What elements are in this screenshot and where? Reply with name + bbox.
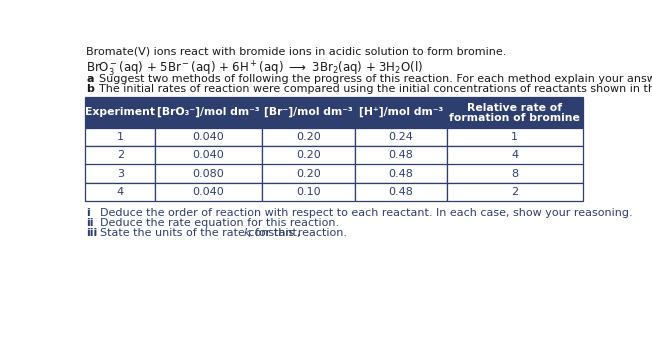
- Text: Deduce the order of reaction with respect to each reactant. In each case, show y: Deduce the order of reaction with respec…: [100, 208, 632, 218]
- Text: 0.48: 0.48: [389, 169, 413, 179]
- Text: 0.48: 0.48: [389, 150, 413, 160]
- Text: [BrO₃⁻]/mol dm⁻³: [BrO₃⁻]/mol dm⁻³: [157, 107, 260, 117]
- Text: [Br⁻]/mol dm⁻³: [Br⁻]/mol dm⁻³: [264, 107, 353, 117]
- Bar: [447, 165, 583, 183]
- Text: k: k: [243, 228, 250, 238]
- Bar: [355, 183, 447, 201]
- Text: 0.48: 0.48: [389, 187, 413, 197]
- Text: ii: ii: [86, 218, 94, 228]
- Bar: [262, 146, 355, 165]
- Text: State the units of the rate constant,: State the units of the rate constant,: [100, 228, 304, 238]
- Text: 0.10: 0.10: [296, 187, 321, 197]
- Text: 0.20: 0.20: [296, 150, 321, 160]
- Text: 0.040: 0.040: [193, 132, 224, 142]
- Bar: [85, 146, 155, 165]
- Text: b: b: [86, 84, 94, 94]
- Text: 2: 2: [117, 150, 124, 160]
- Text: The initial rates of reaction were compared using the initial concentrations of : The initial rates of reaction were compa…: [98, 84, 652, 94]
- Bar: [155, 146, 262, 165]
- Text: 1: 1: [511, 132, 518, 142]
- Text: , for this reaction.: , for this reaction.: [248, 228, 347, 238]
- Text: formation of bromine: formation of bromine: [449, 112, 580, 122]
- Text: 2: 2: [511, 187, 518, 197]
- Text: Deduce the rate equation for this reaction.: Deduce the rate equation for this reacti…: [100, 218, 339, 228]
- Text: 0.040: 0.040: [193, 187, 224, 197]
- Text: 8: 8: [511, 169, 518, 179]
- Text: 4: 4: [117, 187, 124, 197]
- Text: 0.24: 0.24: [389, 132, 413, 142]
- Bar: [155, 183, 262, 201]
- Text: 0.080: 0.080: [193, 169, 224, 179]
- Text: BrO$_3^-$(aq) + 5Br$^-$(aq) + 6H$^+$(aq) $\longrightarrow$ 3Br$_2$(aq) + 3H$_2$O: BrO$_3^-$(aq) + 5Br$^-$(aq) + 6H$^+$(aq)…: [86, 59, 423, 78]
- Bar: [447, 127, 583, 146]
- Bar: [262, 165, 355, 183]
- Bar: [262, 183, 355, 201]
- Text: Experiment: Experiment: [85, 107, 155, 117]
- Text: 0.20: 0.20: [296, 169, 321, 179]
- Bar: [85, 183, 155, 201]
- Bar: [355, 97, 447, 127]
- Bar: [447, 183, 583, 201]
- Text: iii: iii: [86, 228, 97, 238]
- Bar: [155, 165, 262, 183]
- Bar: [262, 97, 355, 127]
- Text: 3: 3: [117, 169, 124, 179]
- Text: 1: 1: [117, 132, 124, 142]
- Text: 0.040: 0.040: [193, 150, 224, 160]
- Text: Relative rate of: Relative rate of: [467, 102, 562, 112]
- Bar: [355, 146, 447, 165]
- Bar: [85, 127, 155, 146]
- Bar: [85, 97, 155, 127]
- Text: Bromate(V) ions react with bromide ions in acidic solution to form bromine.: Bromate(V) ions react with bromide ions …: [86, 47, 507, 57]
- Bar: [447, 97, 583, 127]
- Text: a: a: [86, 74, 94, 84]
- Bar: [355, 127, 447, 146]
- Text: [H⁺]/mol dm⁻³: [H⁺]/mol dm⁻³: [359, 107, 443, 117]
- Text: Suggest two methods of following the progress of this reaction. For each method : Suggest two methods of following the pro…: [98, 74, 652, 84]
- Text: 4: 4: [511, 150, 518, 160]
- Bar: [85, 165, 155, 183]
- Bar: [262, 127, 355, 146]
- Bar: [155, 127, 262, 146]
- Text: 0.20: 0.20: [296, 132, 321, 142]
- Bar: [155, 97, 262, 127]
- Bar: [355, 165, 447, 183]
- Text: i: i: [86, 208, 90, 218]
- Bar: [447, 146, 583, 165]
